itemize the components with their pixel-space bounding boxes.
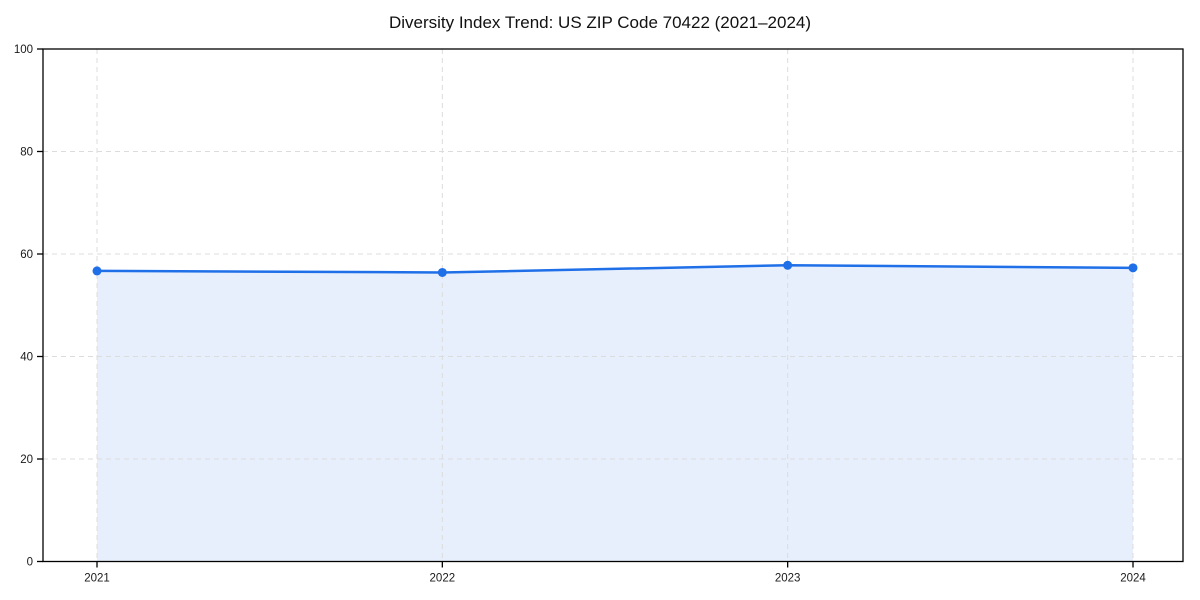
data-point-2024 xyxy=(1128,263,1138,273)
x-tick-label: 2024 xyxy=(1120,573,1146,585)
y-tick-label: 0 xyxy=(27,557,33,569)
chart-title: Diversity Index Trend: US ZIP Code 70422… xyxy=(388,13,812,32)
y-tick-label: 80 xyxy=(20,147,33,159)
area-fill xyxy=(97,265,1133,562)
y-tick-label: 20 xyxy=(20,454,33,466)
data-point-2023 xyxy=(783,260,793,270)
data-point-2021 xyxy=(92,266,102,276)
y-tick-label: 100 xyxy=(14,44,33,56)
data-point-2022 xyxy=(437,267,447,277)
y-tick-label: 40 xyxy=(20,352,33,364)
x-tick-label: 2021 xyxy=(84,573,110,585)
x-tick-label: 2022 xyxy=(430,573,456,585)
plot-border xyxy=(42,48,1184,563)
x-tick-label: 2023 xyxy=(775,573,801,585)
trend-line xyxy=(95,264,1135,274)
y-tick-label: 60 xyxy=(20,249,33,261)
